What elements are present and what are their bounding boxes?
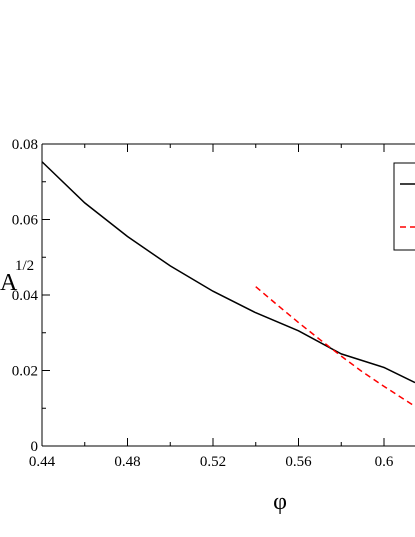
plot-area: 0.44 0.48 0.52 0.56 0.6 0 0.02 0.04 0.06 0.08 xyxy=(12,137,415,470)
x-tick-label: 0.52 xyxy=(200,454,226,470)
tick-group: 0.44 0.48 0.52 0.56 0.6 0 0.02 0.04 0.06 0.08 xyxy=(12,137,394,470)
y-tick-label: 0.06 xyxy=(12,213,39,229)
legend xyxy=(393,162,415,251)
y-tick-label: 0 xyxy=(31,439,39,455)
legend-box xyxy=(393,162,415,251)
y-axis-label-superscript: 1/2 xyxy=(15,258,34,274)
x-tick-label: 0.6 xyxy=(375,454,394,470)
x-tick-label: 0.44 xyxy=(29,454,56,470)
y-tick-label: 0.08 xyxy=(12,137,38,153)
x-tick-label: 0.56 xyxy=(285,454,312,470)
series-line-1 xyxy=(41,161,415,384)
x-tick-label: 0.48 xyxy=(114,454,140,470)
series-line-2 xyxy=(255,286,415,407)
x-axis-label: φ xyxy=(273,489,287,515)
y-tick-label: 0.02 xyxy=(12,364,38,380)
y-tick-label: 0.04 xyxy=(12,288,39,304)
series-group xyxy=(41,161,415,407)
y-axis-label: A xyxy=(0,270,18,296)
